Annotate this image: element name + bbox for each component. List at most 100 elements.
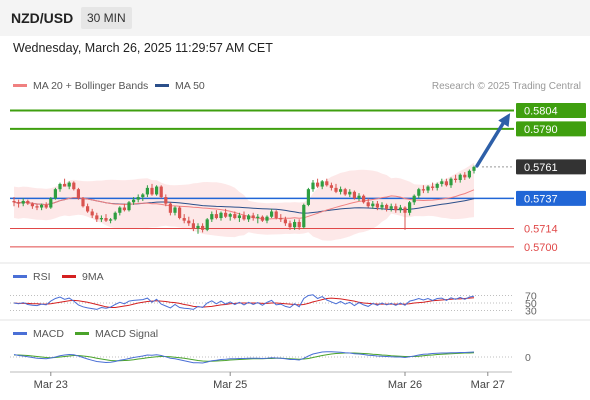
candle <box>178 207 182 219</box>
level-label-pivot: 0.5737 <box>524 193 558 205</box>
candle <box>136 197 140 200</box>
candle <box>99 218 103 220</box>
candle <box>49 198 53 208</box>
candle <box>219 212 223 219</box>
candle <box>141 194 145 198</box>
candle <box>426 186 430 191</box>
candle <box>150 187 154 195</box>
candle <box>224 212 228 217</box>
legend-ma20-label: MA 20 + Bollinger Bands <box>33 80 149 92</box>
candle <box>440 181 444 184</box>
candle <box>394 206 398 211</box>
candle <box>260 216 264 221</box>
candle <box>398 207 402 211</box>
candle <box>35 206 39 208</box>
candle <box>81 198 85 207</box>
x-tick-label: Mar 23 <box>34 379 68 391</box>
legend-macd-signal-label: MACD Signal <box>95 328 159 340</box>
candle <box>201 225 205 230</box>
level-label-current: 0.5761 <box>524 162 558 174</box>
candle <box>21 200 25 204</box>
candle <box>182 218 186 221</box>
macd-signal-line <box>14 352 475 362</box>
forecast-arrow <box>475 121 505 168</box>
candle <box>366 202 370 207</box>
rsi-line <box>13 294 475 310</box>
candle <box>325 181 329 186</box>
candle <box>118 207 122 213</box>
rsi-ma-swatch <box>62 274 76 278</box>
candle <box>90 211 94 216</box>
macd-level-label: 0 <box>525 352 531 364</box>
candle <box>132 199 136 203</box>
candle <box>454 178 458 180</box>
candle <box>191 223 195 229</box>
candle <box>288 223 292 228</box>
candle <box>122 207 126 211</box>
candle <box>444 181 448 186</box>
credit-text: Research © 2025 Trading Central <box>431 81 581 92</box>
candle <box>334 187 338 192</box>
candle <box>233 214 237 219</box>
candle <box>109 219 113 221</box>
legend-rsi-ma-label: 9MA <box>82 271 104 283</box>
timeframe-badge[interactable]: 30 MIN <box>81 7 132 29</box>
rsi-level-label: 30 <box>525 306 537 318</box>
candle <box>196 225 200 229</box>
candle <box>352 191 356 199</box>
forecast-arrow-head <box>498 113 511 128</box>
ma20-swatch <box>13 83 27 87</box>
candle <box>76 189 80 199</box>
candle <box>421 189 425 191</box>
candle <box>251 215 255 219</box>
candle <box>403 207 407 213</box>
level-label-box <box>516 121 586 137</box>
candle <box>164 197 168 204</box>
candle <box>412 195 416 203</box>
candle <box>417 189 421 196</box>
symbol-title: NZD/USD <box>11 10 74 26</box>
candle <box>371 203 375 207</box>
candle <box>95 215 99 220</box>
candle <box>63 183 67 187</box>
rsi-level-label: 50 <box>525 298 537 310</box>
candle <box>242 215 246 220</box>
level-label-box <box>516 102 586 118</box>
candles <box>12 165 476 234</box>
candle <box>380 204 384 208</box>
candle <box>214 214 218 219</box>
candle <box>320 181 324 187</box>
candle <box>302 204 306 228</box>
candle <box>283 219 287 224</box>
legend-ma50: MA 50 <box>155 80 205 92</box>
macd-line <box>13 351 475 364</box>
candle <box>297 221 301 228</box>
candle <box>145 187 149 195</box>
candle <box>173 207 177 213</box>
legend-macd-label: MACD <box>33 328 64 340</box>
candle <box>30 203 34 207</box>
candle <box>127 202 131 211</box>
candle <box>228 214 232 217</box>
legend-rsi-label: RSI <box>33 271 51 283</box>
candle <box>58 183 62 190</box>
candle <box>40 204 44 208</box>
candle <box>329 185 333 188</box>
candle <box>389 206 393 209</box>
candle <box>311 182 315 190</box>
legend-rsi-ma: 9MA <box>62 271 104 283</box>
x-tick-label: Mar 27 <box>471 379 505 391</box>
candle <box>375 203 379 208</box>
candle <box>435 183 439 188</box>
candle <box>53 189 57 199</box>
level-label-box <box>516 159 586 175</box>
candle <box>237 215 241 219</box>
rsi-level-label: 70 <box>525 291 537 303</box>
candle <box>26 200 30 204</box>
candle <box>113 212 117 220</box>
candle <box>408 202 412 213</box>
candle <box>44 204 48 208</box>
legend-rsi: RSI <box>13 271 51 283</box>
legend-ma50-label: MA 50 <box>175 80 205 92</box>
candle <box>274 211 278 219</box>
